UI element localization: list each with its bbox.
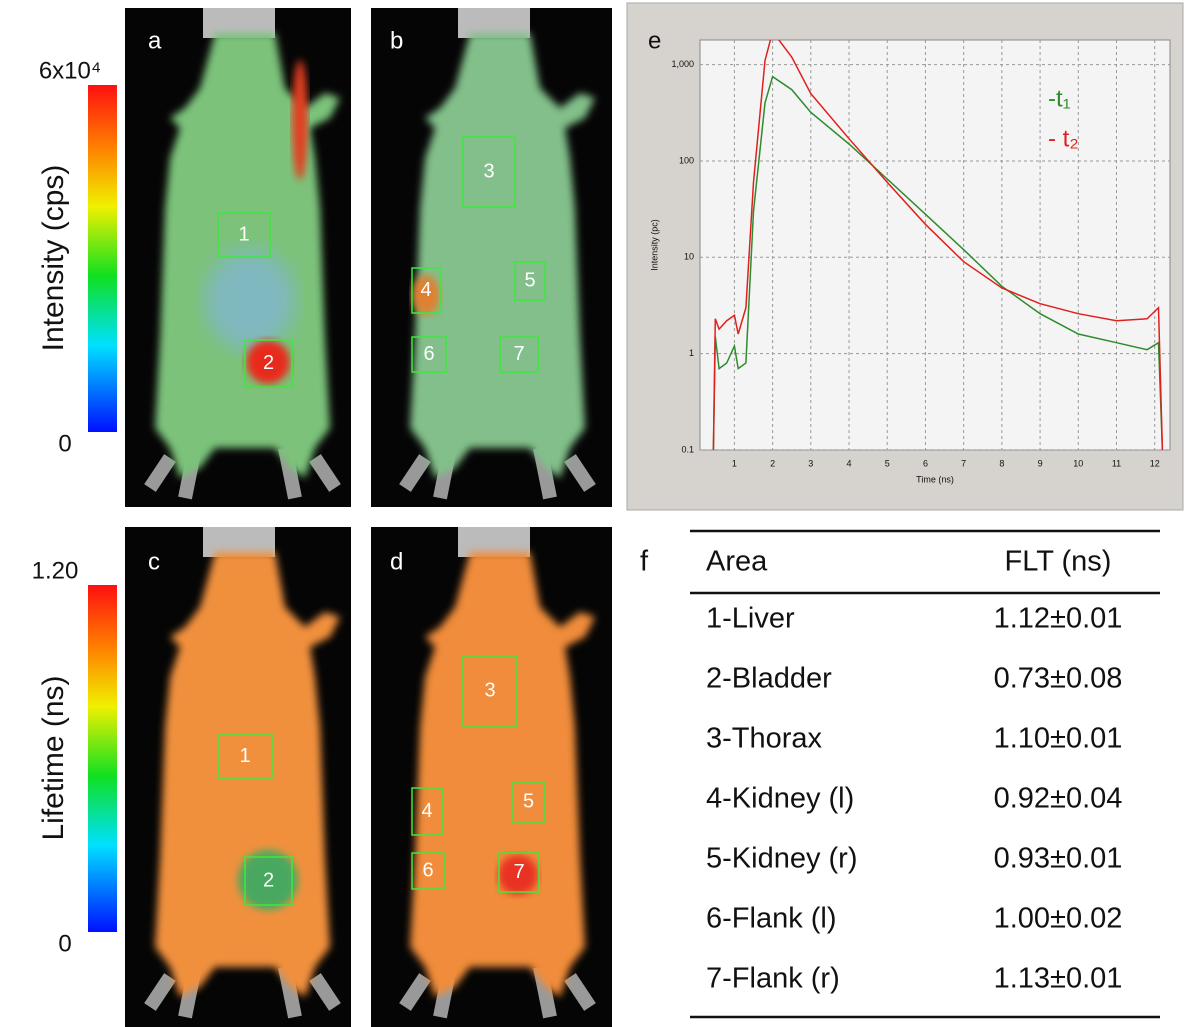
roi-number: 5 — [524, 269, 535, 291]
colorbar-min: 0 — [58, 430, 71, 457]
y-tick-label: 10 — [684, 252, 694, 262]
cell-area: 2-Bladder — [706, 663, 832, 695]
table: f Area FLT (ns) 1-Liver 1.12±0.01 2-Bladde… — [640, 529, 1160, 1019]
roi-number: 1 — [238, 223, 249, 245]
panel-label: b — [390, 27, 403, 54]
y-axis-label: Intensity (pc) — [649, 219, 659, 271]
y-tick-label: 100 — [679, 155, 694, 165]
x-tick-label: 9 — [1038, 458, 1043, 468]
cell-flt: 0.73±0.08 — [994, 663, 1123, 695]
colorbar-intensity: 6x10⁴ 0 Intensity (cps) — [37, 57, 117, 457]
panel-label: e — [648, 27, 661, 54]
colorbar-label: Intensity (cps) — [37, 165, 70, 352]
roi-number: 3 — [483, 160, 494, 182]
x-tick-label: 4 — [847, 458, 852, 468]
roi-box — [498, 852, 540, 893]
y-tick-label: 1 — [689, 348, 694, 358]
cell-flt: 1.13±0.01 — [994, 963, 1123, 995]
cell-flt: 1.00±0.02 — [994, 903, 1123, 935]
roi-number: 7 — [513, 861, 524, 883]
plot-area — [699, 39, 1171, 451]
panel-c: c — [125, 527, 351, 1027]
panel-b: b — [371, 8, 612, 507]
panel-d: d — [371, 527, 612, 1027]
x-tick-label: 2 — [770, 458, 775, 468]
roi-number: 3 — [484, 679, 495, 701]
panel-label: c — [148, 548, 160, 575]
x-tick-label: 12 — [1150, 458, 1160, 468]
cell-flt: 1.12±0.01 — [994, 603, 1123, 635]
roi-box — [512, 781, 545, 823]
x-axis-label: Time (ns) — [916, 474, 954, 484]
panel-label: f — [640, 546, 649, 578]
y-tick-label: 1,000 — [671, 59, 694, 69]
panel-label: a — [148, 27, 162, 54]
roi-number: 6 — [423, 343, 434, 365]
roi-box — [411, 787, 443, 836]
x-tick-label: 11 — [1112, 458, 1121, 468]
roi-box — [244, 339, 293, 388]
cell-area: 5-Kidney (r) — [706, 843, 858, 875]
column-header: FLT (ns) — [1005, 546, 1112, 578]
series-line — [712, 75, 1164, 450]
roi-number: 7 — [513, 343, 524, 365]
roi-number: 4 — [420, 279, 431, 301]
roi-box — [244, 856, 293, 906]
roi-number: 4 — [421, 800, 432, 822]
legend-entry: -t₁ — [1048, 85, 1071, 112]
y-tick-label: 0.1 — [681, 444, 694, 454]
roi-number: 5 — [523, 790, 534, 812]
roi-number: 6 — [422, 859, 433, 881]
x-tick-label: 1 — [732, 458, 737, 468]
cell-area: 4-Kidney (l) — [706, 783, 854, 815]
roi-number: 2 — [263, 352, 274, 374]
panel-a: a — [125, 8, 351, 507]
cell-area: 6-Flank (l) — [706, 903, 837, 935]
x-tick-label: 6 — [923, 458, 928, 468]
cell-area: 1-Liver — [706, 603, 795, 635]
roi-box — [462, 136, 516, 208]
colorbar-max: 1.20 — [32, 557, 79, 584]
x-tick-label: 10 — [1073, 458, 1083, 468]
x-tick-label: 5 — [885, 458, 890, 468]
colorbar-max: 6x10⁴ — [39, 57, 101, 84]
panel-label: d — [390, 548, 403, 575]
colorbar-min: 0 — [58, 930, 71, 957]
series-line — [712, 40, 1164, 450]
roi-box — [499, 336, 539, 373]
legend-entry: - t₂ — [1048, 125, 1079, 152]
roi-box — [514, 261, 546, 301]
cell-flt: 0.92±0.04 — [994, 783, 1123, 815]
x-tick-label: 3 — [808, 458, 813, 468]
colorbar-label: Lifetime (ns) — [37, 675, 70, 840]
roi-box — [217, 212, 271, 258]
roi-box — [217, 734, 273, 779]
cell-area: 7-Flank (r) — [706, 963, 840, 995]
roi-box — [462, 655, 518, 727]
x-tick-label: 7 — [961, 458, 966, 468]
colorbar — [88, 585, 117, 932]
cell-flt: 0.93±0.01 — [994, 843, 1123, 875]
column-header: Area — [706, 546, 768, 578]
roi-box — [411, 267, 441, 314]
cell-area: 3-Thorax — [706, 723, 823, 755]
colorbar-lifetime: 1.20 0 Lifetime (ns) — [32, 557, 117, 957]
roi-box — [411, 336, 447, 373]
x-tick-label: 8 — [999, 458, 1004, 468]
cell-flt: 1.10±0.01 — [994, 723, 1123, 755]
roi-box — [411, 852, 445, 890]
roi-number: 2 — [263, 869, 274, 891]
roi-number: 1 — [239, 745, 250, 767]
colorbar — [88, 85, 117, 432]
